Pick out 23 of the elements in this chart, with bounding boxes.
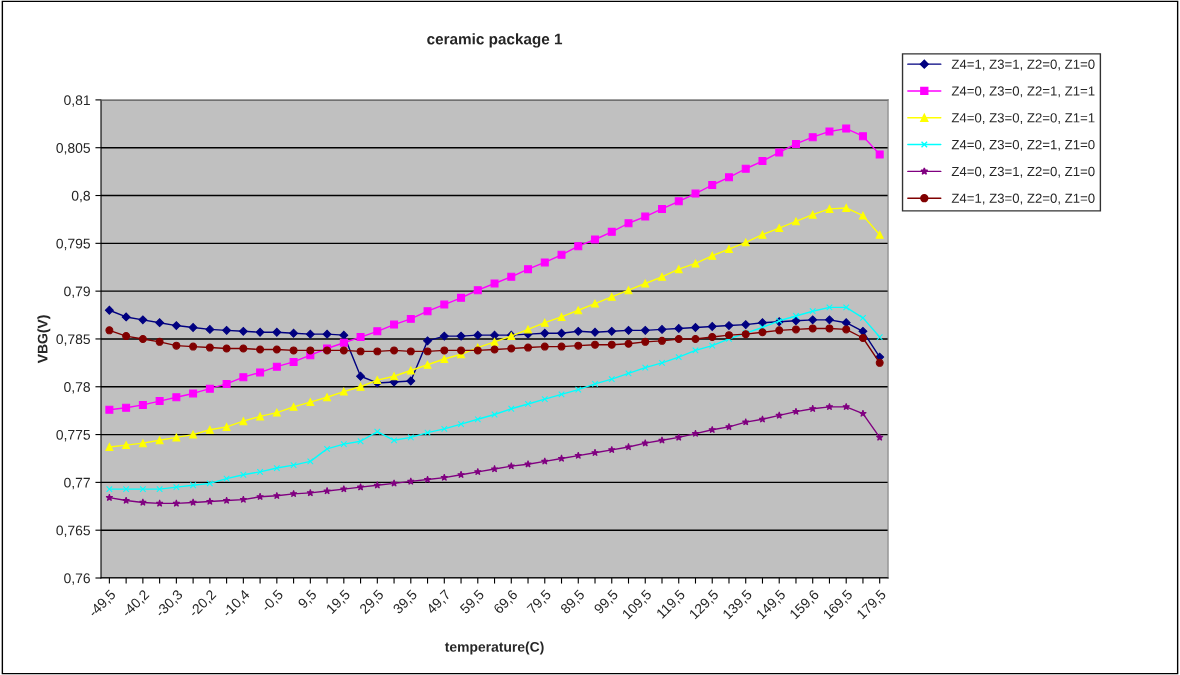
y-tick-label: 0,77	[64, 477, 90, 490]
x-tick-label: 69,6	[492, 589, 520, 616]
y-tick-label: 0,775	[56, 429, 91, 442]
y-tick-label: 0,805	[56, 143, 91, 155]
legend-label: Z4=1, Z3=0, Z2=0, Z1=0	[951, 193, 1095, 205]
y-tick-label: 0,8	[71, 190, 90, 203]
legend-label: Z4=0, Z3=0, Z2=1, Z1=0	[951, 139, 1095, 151]
y-tick-label: 0,78	[64, 382, 90, 394]
x-tick-label: -0,5	[260, 589, 285, 614]
legend-label: Z4=1, Z3=1, Z2=0, Z1=0	[951, 59, 1095, 71]
y-axis-title: VBG(V)	[37, 315, 51, 364]
y-tick-label: 0,81	[64, 95, 90, 107]
legend-label: Z4=0, Z3=0, Z2=1, Z1=1	[951, 86, 1095, 98]
chart-title: ceramic package 1	[427, 33, 563, 48]
x-tick-label: 9,5	[297, 589, 319, 610]
y-tick-label: 0,76	[64, 573, 90, 585]
y-tick-label: 0,785	[56, 334, 91, 346]
y-tick-label: 0,79	[64, 286, 90, 298]
legend-label: Z4=0, Z3=1, Z2=0, Z1=0	[951, 166, 1095, 178]
y-tick-label: 0,795	[56, 238, 91, 251]
y-tick-label: 0,765	[56, 525, 91, 537]
legend-label: Z4=0, Z3=0, Z2=0, Z1=1	[951, 113, 1095, 125]
x-axis-title: temperature(C)	[444, 641, 544, 655]
